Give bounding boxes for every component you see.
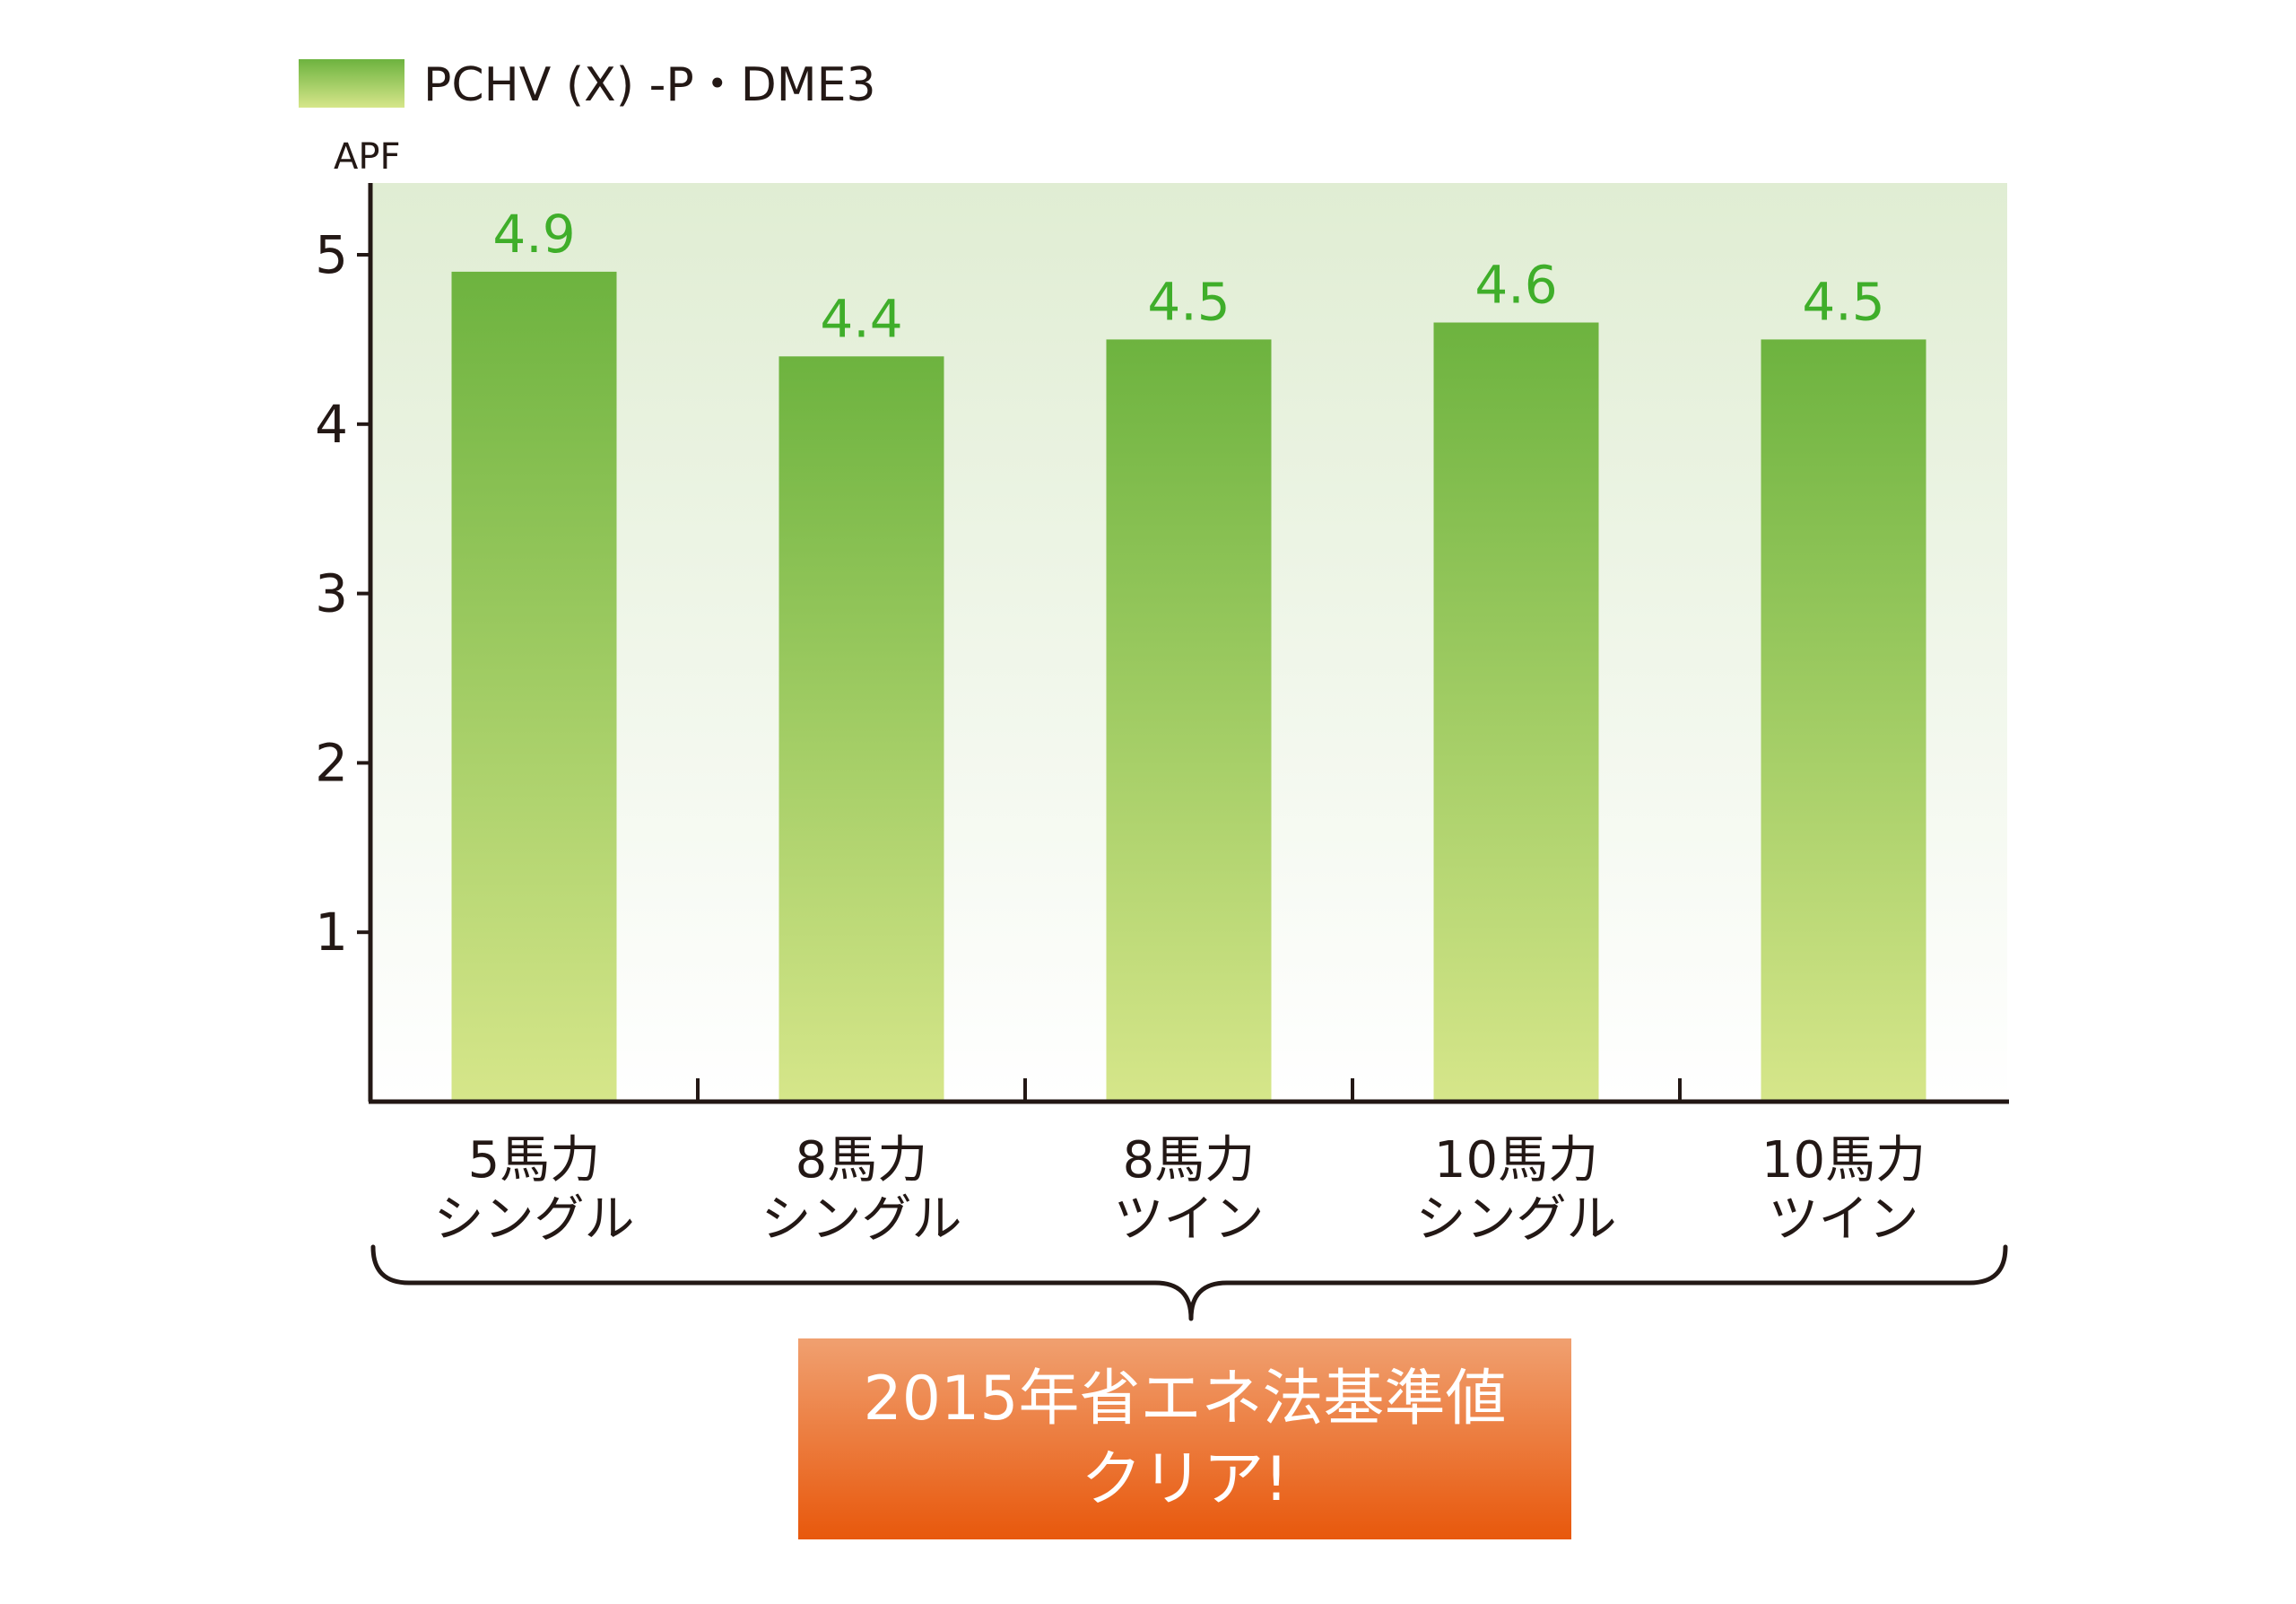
callout-box [798, 1338, 1571, 1539]
bar [451, 271, 617, 1102]
x-tick-label: 5馬力 [468, 1131, 601, 1190]
bar-value-label: 4.4 [820, 288, 902, 349]
legend-label: PCHV (X) -P・DME3 [423, 58, 876, 112]
y-tick-label: 2 [315, 732, 348, 793]
bar-value-label: 4.6 [1474, 255, 1557, 316]
x-tick-label: 10馬力 [1761, 1131, 1926, 1190]
x-tick-label: ツイン [1769, 1190, 1919, 1249]
x-tick-label: シングル [761, 1190, 962, 1249]
legend-swatch [299, 59, 404, 108]
legend: PCHV (X) -P・DME3 [299, 58, 876, 112]
x-tick-label: シングル [1416, 1190, 1617, 1249]
callout-line2: クリア! [1081, 1444, 1288, 1515]
y-tick-label: 3 [315, 563, 348, 624]
bar-value-label: 4.9 [492, 204, 575, 265]
x-tick-label: シングル [434, 1190, 635, 1249]
x-tick-label: ツイン [1114, 1190, 1265, 1249]
x-tick-label: 8馬力 [1123, 1131, 1256, 1190]
value-labels: 4.9 4.4 4.5 4.6 4.5 [492, 204, 1884, 349]
y-tick-label: 5 [315, 224, 348, 285]
bar-value-label: 4.5 [1147, 271, 1230, 332]
bar [778, 356, 944, 1102]
bar-value-label: 4.5 [1802, 271, 1884, 332]
standard-clear-callout: 2015年省エネ法基準値 クリア! [798, 1338, 1571, 1539]
y-axis-ticks: 1 2 3 4 5 [315, 224, 370, 963]
grouping-brace [370, 1244, 2008, 1321]
x-tick-label: 10馬力 [1434, 1131, 1598, 1190]
bar [1106, 339, 1272, 1102]
y-tick-label: 1 [315, 902, 348, 963]
bar [1761, 339, 1926, 1102]
bar [1433, 322, 1599, 1102]
y-axis-label: APF [334, 136, 401, 178]
x-tick-label: 8馬力 [796, 1131, 928, 1190]
x-axis-ticks [696, 1078, 1682, 1102]
y-tick-label: 4 [315, 394, 348, 455]
bars [451, 271, 1926, 1102]
callout-line1: 2015年省エネ法基準値 [863, 1364, 1506, 1434]
